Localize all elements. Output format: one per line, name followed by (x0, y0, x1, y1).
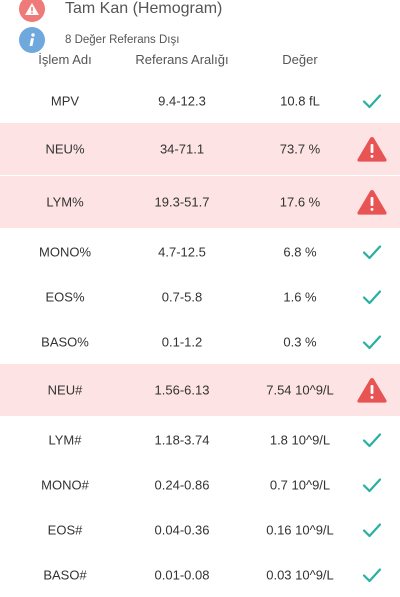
test-value: 0.03 10^9/L (266, 567, 334, 582)
checkmark-icon (362, 522, 382, 538)
test-value: 0.7 10^9/L (269, 477, 331, 492)
reference-range: 1.18-3.74 (154, 432, 210, 447)
test-value: 7.54 10^9/L (266, 382, 334, 398)
warning-triangle-icon (356, 188, 388, 216)
test-name: NEU# (47, 382, 83, 398)
test-value: 10.8 fL (280, 93, 320, 108)
reference-range: 0.01-0.08 (154, 567, 210, 582)
test-value: 6.8 % (283, 244, 317, 259)
table-row[interactable]: MONO# 0.24-0.86 0.7 10^9/L (0, 462, 400, 507)
column-header-range: Referans Aralığı (135, 52, 229, 67)
test-value: 73.7 % (279, 141, 321, 157)
test-value: 1.6 % (283, 289, 317, 304)
checkmark-icon (362, 477, 382, 493)
reference-range: 9.4-12.3 (158, 93, 206, 108)
checkmark-icon (362, 432, 382, 448)
info-icon (19, 27, 45, 53)
table-row[interactable]: BASO% 0.1-1.2 0.3 % (0, 319, 400, 364)
test-name: NEU% (45, 141, 85, 157)
warning-triangle-icon (356, 135, 388, 163)
test-value: 0.16 10^9/L (266, 522, 334, 537)
test-name: MPV (50, 93, 80, 108)
title-row: Tam Kan (Hemogram) (19, 0, 222, 22)
table-header: İşlem Adı Referans Aralığı Değer (0, 52, 400, 72)
test-name: LYM# (48, 432, 82, 447)
page-title: Tam Kan (Hemogram) (65, 0, 223, 17)
test-name: BASO# (43, 567, 87, 582)
table-row[interactable]: EOS# 0.04-0.36 0.16 10^9/L (0, 507, 400, 552)
table-row[interactable]: LYM% 19.3-51.7 17.6 % (0, 176, 400, 228)
checkmark-icon (362, 93, 382, 109)
reference-range: 1.56-6.13 (154, 382, 210, 398)
table-row[interactable]: MONO% 4.7-12.5 6.8 % (0, 229, 400, 274)
test-value: 17.6 % (279, 194, 321, 210)
report-header: Tam Kan (Hemogram) 8 Değer Referans Dışı (0, 0, 400, 53)
reference-range: 0.24-0.86 (154, 477, 210, 492)
test-value: 1.8 10^9/L (269, 432, 331, 447)
out-of-range-summary: 8 Değer Referans Dışı (65, 34, 180, 46)
column-header-name: İşlem Adı (38, 52, 92, 67)
subtitle-row: 8 Değer Referans Dışı (19, 27, 179, 53)
reference-range: 34-71.1 (159, 141, 205, 157)
checkmark-icon (362, 334, 382, 350)
table-row[interactable]: NEU# 1.56-6.13 7.54 10^9/L (0, 364, 400, 416)
test-name: EOS# (47, 522, 83, 537)
table-row[interactable]: BASO# 0.01-0.08 0.03 10^9/L (0, 552, 400, 597)
table-row[interactable]: EOS% 0.7-5.8 1.6 % (0, 274, 400, 319)
reference-range: 0.1-1.2 (161, 334, 203, 349)
checkmark-icon (362, 567, 382, 583)
checkmark-icon (362, 289, 382, 305)
test-name: EOS% (45, 289, 85, 304)
reference-range: 0.04-0.36 (154, 522, 210, 537)
test-value: 0.3 % (283, 334, 317, 349)
table-row[interactable]: NEU% 34-71.1 73.7 % (0, 123, 400, 175)
test-name: MONO% (39, 244, 91, 259)
checkmark-icon (362, 244, 382, 260)
test-name: MONO# (41, 477, 89, 492)
table-row[interactable]: LYM# 1.18-3.74 1.8 10^9/L (0, 417, 400, 462)
reference-range: 0.7-5.8 (161, 289, 203, 304)
warning-triangle-icon (19, 0, 45, 22)
reference-range: 4.7-12.5 (158, 244, 206, 259)
test-name: BASO% (41, 334, 89, 349)
reference-range: 19.3-51.7 (154, 194, 210, 210)
table-row[interactable]: MPV 9.4-12.3 10.8 fL (0, 78, 400, 123)
warning-triangle-icon (356, 376, 388, 404)
test-name: LYM% (46, 194, 84, 210)
column-header-value: Değer (282, 52, 318, 67)
